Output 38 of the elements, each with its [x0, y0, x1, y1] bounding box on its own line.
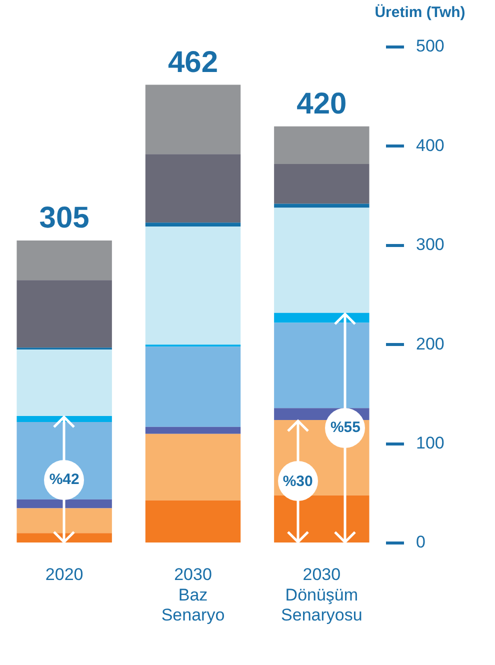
annotation: %30 — [278, 461, 318, 502]
y-tick-label: 200 — [416, 334, 444, 354]
bar — [145, 222, 241, 227]
bar — [16, 280, 112, 348]
bar — [274, 208, 370, 313]
y-axis-title: Üretim (Twh) — [374, 4, 466, 22]
bar — [274, 495, 370, 542]
y-tick-label: 300 — [416, 235, 444, 254]
y-tick-label: 500 — [416, 36, 444, 56]
bar — [145, 434, 241, 500]
bar — [274, 322, 370, 408]
y-tick-label: 0 — [416, 532, 426, 552]
bar — [16, 350, 112, 416]
bar — [145, 346, 241, 427]
annotation: %55 — [325, 408, 366, 448]
bar — [16, 240, 112, 280]
x-tick-label: 2030 Baz Senaryo — [161, 564, 225, 625]
bar — [145, 226, 241, 345]
bar — [274, 164, 370, 204]
y-tick-label: 100 — [416, 433, 444, 452]
annotation: %42 — [44, 460, 84, 500]
bar — [16, 416, 112, 422]
bar — [16, 533, 112, 542]
total-label: 305 — [39, 202, 90, 235]
x-tick-label: 2030 Dönüşüm Senaryosu — [281, 564, 362, 625]
y-tick-label: 400 — [416, 136, 444, 155]
bar — [145, 154, 241, 223]
total-label: 420 — [296, 88, 347, 121]
bar — [145, 426, 241, 434]
bar — [274, 126, 370, 164]
bar — [145, 500, 241, 542]
bar — [16, 508, 112, 534]
bar — [274, 204, 370, 208]
total-label: 462 — [168, 46, 218, 79]
bar — [145, 84, 241, 154]
bar — [274, 312, 370, 323]
bar — [16, 499, 112, 508]
x-tick-label: 2020 — [45, 564, 84, 584]
